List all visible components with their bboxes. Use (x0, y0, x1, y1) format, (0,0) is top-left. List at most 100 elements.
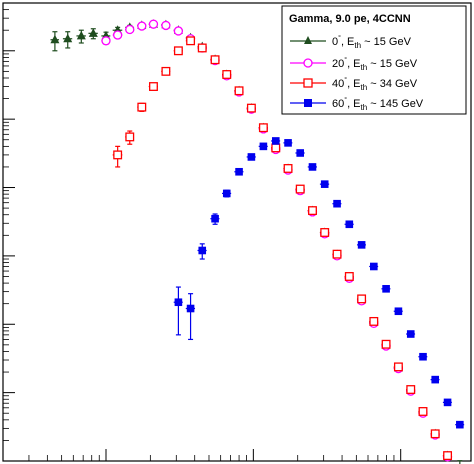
marker-square-filled (271, 137, 280, 145)
marker-square-open (308, 206, 317, 216)
data-point (137, 102, 147, 112)
marker-square-filled (308, 163, 317, 171)
marker-square-filled (345, 220, 354, 229)
data-point (125, 130, 135, 145)
marker-triangle (88, 28, 98, 37)
data-point (197, 43, 207, 53)
data-point (442, 451, 453, 461)
data-point (369, 316, 379, 326)
legend-title: Gamma, 9.0 pe, 4CCNN (289, 13, 411, 25)
legend-marker-square-filled (304, 99, 312, 107)
marker-square-open (443, 451, 453, 461)
marker-square-open (381, 339, 391, 349)
marker-square-open (246, 103, 256, 113)
marker-square-open (161, 66, 171, 76)
legend: Gamma, 9.0 pe, 4CCNN 0°, Eth ~ 15 GeV 20… (281, 5, 467, 115)
marker-square-open (149, 82, 158, 91)
marker-square-filled (198, 246, 207, 255)
marker-square-filled (357, 241, 366, 249)
marker-square-open (113, 150, 123, 160)
marker-square-open (125, 132, 135, 142)
data-point (271, 137, 281, 145)
marker-square-open (393, 362, 403, 372)
marker-square-filled (406, 330, 415, 338)
data-point (418, 407, 428, 416)
data-point (246, 103, 256, 113)
data-point (406, 330, 416, 338)
legend-entry-2: 40°, Eth ~ 34 GeV (290, 76, 418, 92)
marker-square-open (258, 123, 268, 133)
marker-square-filled (259, 142, 268, 151)
marker-square-open (283, 164, 293, 173)
marker-square-open (186, 36, 196, 46)
data-point (332, 249, 342, 259)
data-point (344, 220, 354, 229)
marker-triangle (76, 30, 86, 40)
marker-circle (173, 26, 184, 36)
marker-square-filled (174, 298, 183, 307)
marker-circle (161, 20, 171, 31)
marker-square-filled (431, 375, 440, 384)
data-point (88, 28, 98, 40)
marker-square-filled (370, 262, 378, 271)
legend-entry-3: 60°, Eth ~ 145 GeV (290, 96, 424, 112)
data-point (430, 375, 440, 384)
data-point (319, 180, 330, 188)
data-point (112, 145, 123, 168)
data-point (234, 167, 244, 176)
data-point (50, 31, 60, 52)
data-point (197, 243, 207, 260)
data-point (246, 153, 256, 161)
data-point (295, 184, 305, 194)
data-point (393, 362, 403, 372)
legend-label: 40°, Eth ~ 34 GeV (332, 76, 418, 92)
data-point (112, 30, 123, 40)
data-point (258, 142, 268, 151)
data-point (161, 20, 171, 31)
series-2 (112, 36, 453, 461)
marker-circle (137, 21, 147, 31)
legend-box (281, 5, 467, 115)
legend-entry-0: 0°, Eth ~ 15 GeV (290, 34, 412, 50)
data-point (356, 241, 366, 249)
data-point (418, 352, 428, 361)
data-point (381, 339, 391, 349)
data-point (234, 86, 244, 96)
data-point (62, 31, 73, 49)
marker-square-filled (222, 189, 231, 198)
data-point (356, 294, 367, 304)
marker-circle (148, 19, 159, 29)
data-point (222, 70, 232, 79)
marker-circle (125, 24, 135, 35)
marker-square-open (418, 407, 428, 416)
legend-marker-triangle (304, 36, 312, 44)
marker-square-filled (382, 285, 390, 293)
data-point (137, 21, 147, 31)
data-point (295, 149, 305, 157)
data-point (125, 24, 135, 35)
data-point (185, 36, 196, 46)
legend-label: 60°, Eth ~ 145 GeV (332, 96, 424, 112)
data-point (307, 206, 317, 216)
data-point (455, 420, 465, 429)
marker-square-filled (456, 420, 464, 429)
marker-square-open (222, 70, 232, 79)
data-point (307, 163, 317, 171)
data-point (222, 189, 232, 198)
marker-square-filled (235, 167, 243, 176)
marker-square-filled (247, 153, 256, 161)
data-point (393, 307, 403, 316)
data-point (457, 460, 463, 464)
data-point (283, 139, 293, 147)
marker-square-open (234, 86, 244, 96)
marker-square-open (344, 272, 354, 281)
data-point (430, 429, 440, 439)
marker-square-filled (394, 307, 403, 316)
marker-square-open (430, 429, 440, 439)
marker-square-filled (186, 304, 195, 313)
data-point (76, 29, 86, 44)
marker-square-open (332, 249, 342, 259)
